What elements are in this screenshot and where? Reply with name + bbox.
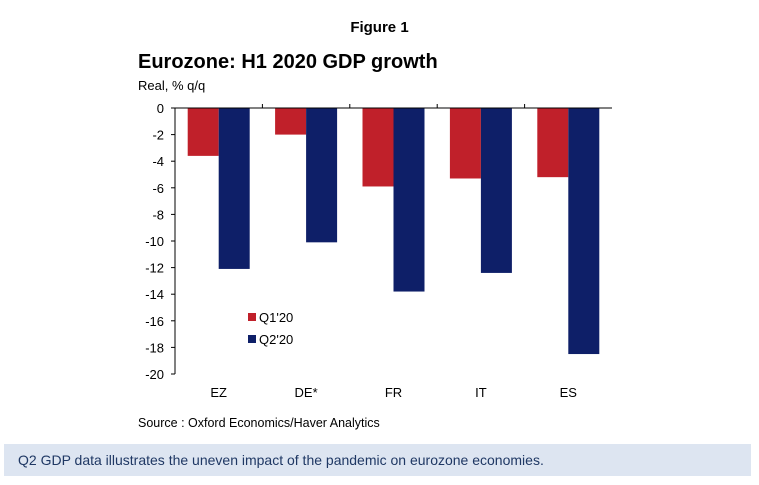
bar-q120-ez (187, 108, 219, 156)
y-tick-label: -16 (145, 314, 164, 329)
bar-q120-fr (362, 108, 394, 187)
legend-label: Q1'20 (259, 310, 293, 325)
caption-text: Q2 GDP data illustrates the uneven impac… (18, 452, 544, 468)
bar-q220-it (480, 108, 512, 273)
bar-q120-it (449, 108, 481, 179)
bar-q220-fr (393, 108, 425, 292)
bar-q220-es (568, 108, 600, 355)
bar-chart: EZ DE* FR IT ES 0 -2 -4 -6 -8 -10 -12 -14 -16 -18 -20 Q1… (145, 101, 612, 400)
y-tick-label: -4 (152, 154, 164, 169)
y-tick-label: -18 (145, 340, 164, 355)
figure-label: Figure 1 (350, 19, 409, 36)
x-tick-label: ES (560, 385, 578, 400)
bar-q120-de (275, 108, 307, 135)
y-axis-label: Real, % q/q (138, 78, 206, 93)
y-tick-label: -20 (145, 367, 164, 382)
x-tick-label: EZ (210, 385, 227, 400)
legend-label: Q2'20 (259, 332, 293, 347)
y-tick-label: 0 (157, 101, 164, 116)
y-tick-label: -12 (145, 261, 164, 276)
y-tick-label: -10 (145, 234, 164, 249)
x-tick-label: FR (385, 385, 402, 400)
legend-swatch (248, 313, 256, 321)
y-tick-label: -14 (145, 287, 164, 302)
bar-q220-ez (218, 108, 250, 269)
x-tick-label: IT (475, 385, 487, 400)
bar-q120-es (537, 108, 569, 178)
source-note: Source : Oxford Economics/Haver Analytic… (138, 416, 380, 430)
chart-title: Eurozone: H1 2020 GDP growth (138, 51, 438, 73)
y-tick-label: -2 (152, 128, 164, 143)
legend-swatch (248, 335, 256, 343)
y-tick-label: -8 (152, 207, 164, 222)
y-tick-label: -6 (152, 181, 164, 196)
bar-q220-de (306, 108, 338, 243)
x-tick-label: DE* (295, 385, 318, 400)
caption-bar: Q2 GDP data illustrates the uneven impac… (4, 444, 751, 476)
